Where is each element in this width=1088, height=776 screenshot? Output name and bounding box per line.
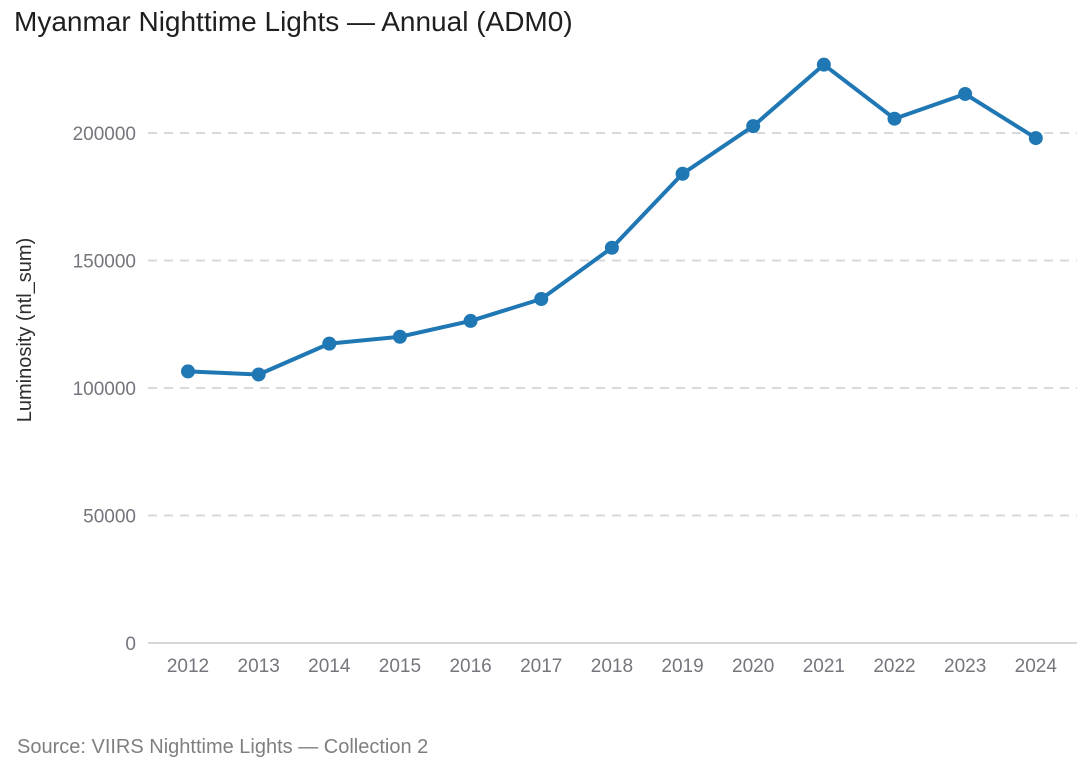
x-tick-label: 2014 [308,656,351,677]
y-tick-label: 50000 [83,507,136,528]
data-line [186,62,1038,377]
data-point-2021 [816,57,831,72]
x-tick-label: 2020 [732,656,774,677]
x-tick-label: 2012 [167,656,209,677]
x-tick-label: 2022 [873,656,915,677]
data-point-2014 [322,336,337,351]
data-point-2012 [181,364,195,379]
x-tick-label: 2013 [238,656,280,677]
x-tick-label: 2016 [449,656,491,677]
x-tick-label: 2017 [520,656,562,677]
x-tick-label: 2018 [591,656,633,677]
data-point-2024 [1028,131,1043,146]
y-tick-label: 100000 [73,379,136,400]
data-point-2020 [746,119,761,134]
y-tick-label: 200000 [73,124,136,145]
data-point-2017 [534,292,549,307]
data-point-2015 [392,329,407,344]
x-tick-label: 2019 [661,656,703,677]
data-point-2018 [604,240,619,255]
chart-title: Myanmar Nighttime Lights — Annual (ADM0) [14,6,573,37]
data-point-2023 [958,86,973,101]
x-tick-label: 2015 [379,656,421,677]
data-point-2022 [887,111,902,126]
y-tick-label: 150000 [73,252,136,273]
x-tick-label: 2023 [944,656,986,677]
data-point-2016 [463,313,478,328]
source-caption: Source: VIIRS Nighttime Lights — Collect… [17,736,429,758]
data-point-2019 [675,166,690,181]
x-tick-label: 2021 [803,656,845,677]
data-point-2013 [251,367,266,382]
y-tick-label: 0 [125,634,136,655]
x-tick-label: 2024 [1015,656,1058,677]
